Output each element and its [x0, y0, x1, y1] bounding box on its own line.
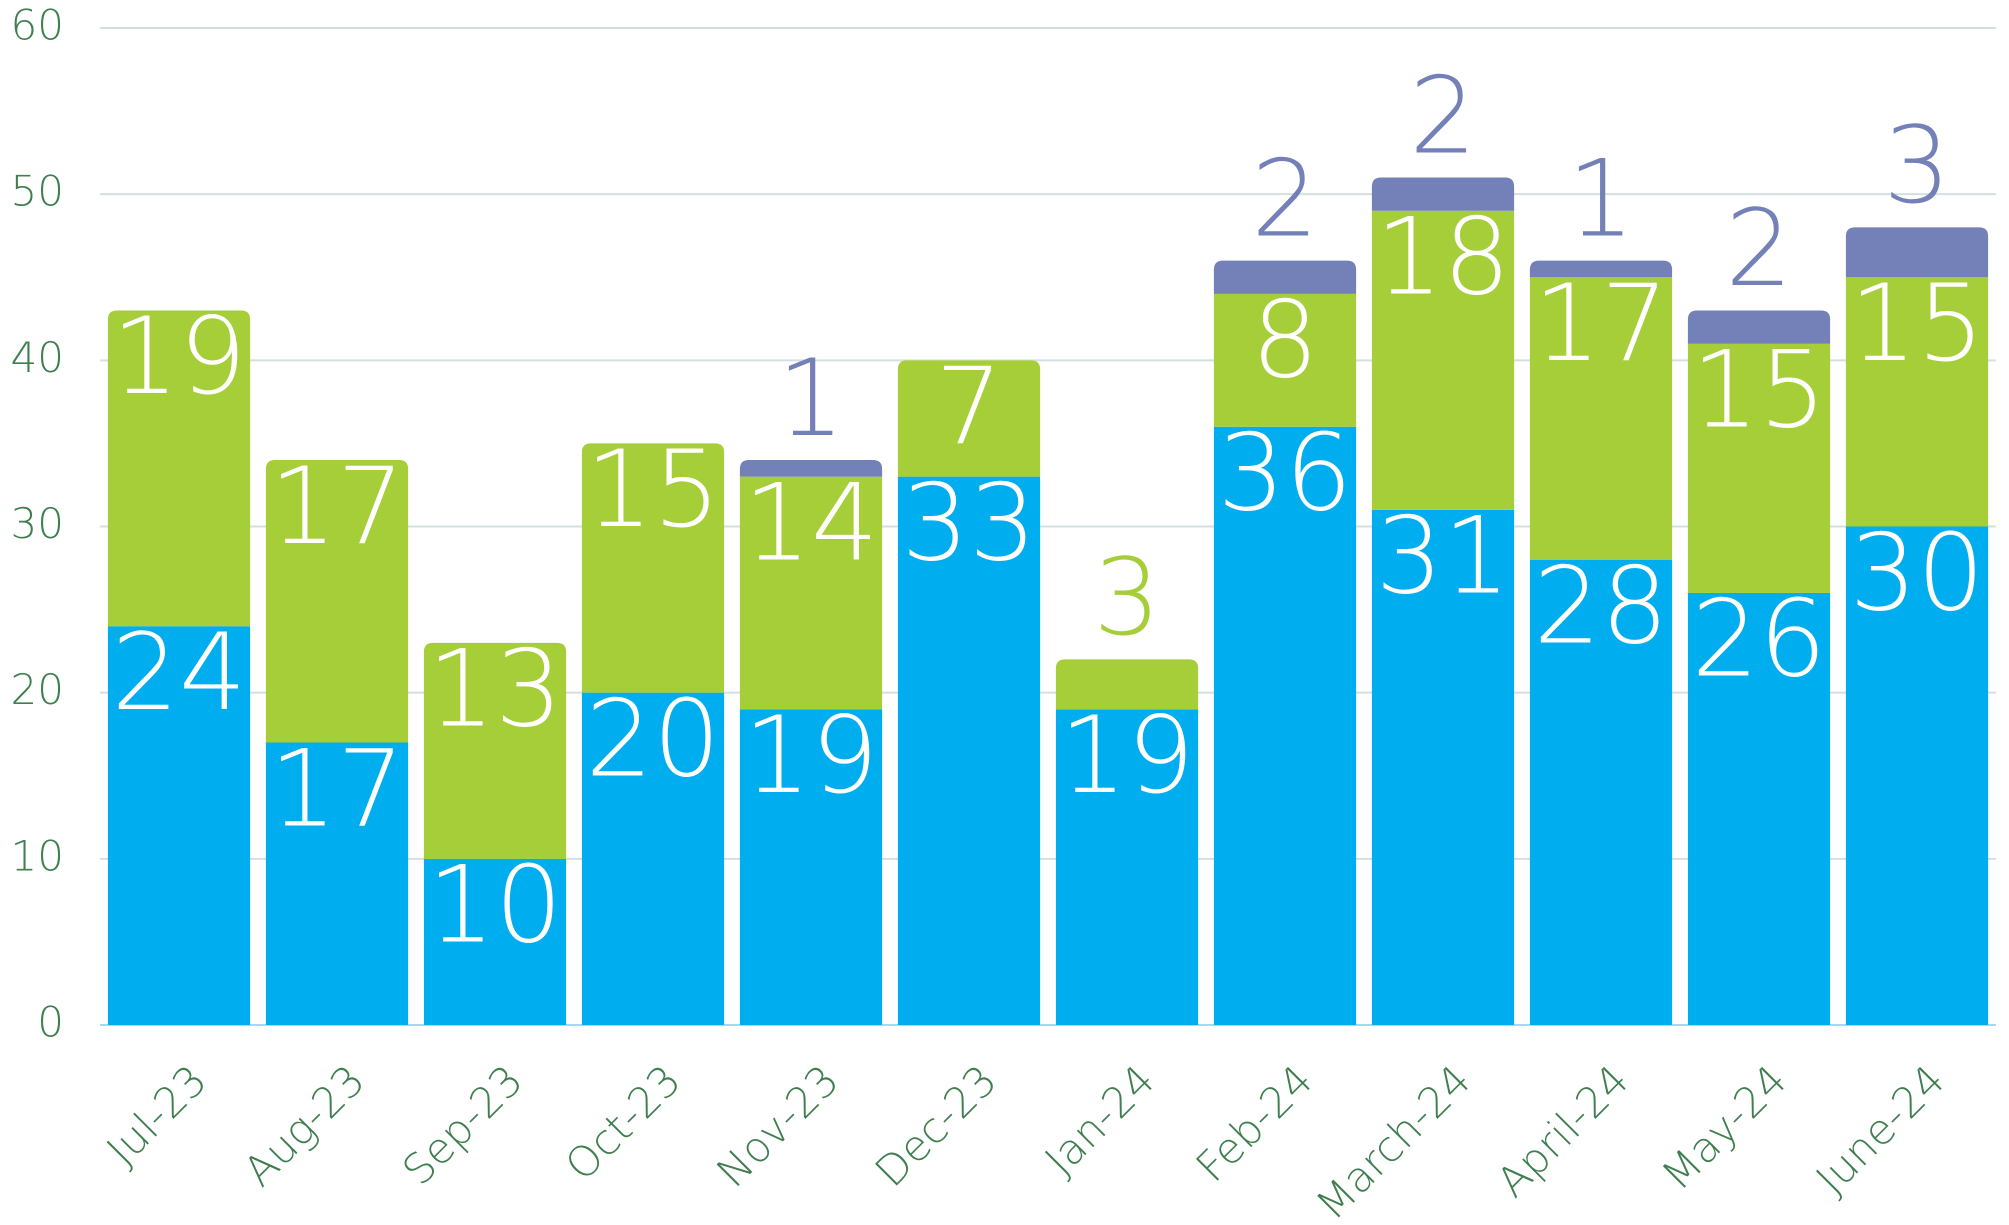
y-tick-label: 40 [11, 333, 64, 382]
bar-segment [1845, 227, 1989, 278]
bar-segment [1371, 509, 1515, 1026]
bar-segment [739, 709, 883, 1025]
bar-segment [423, 642, 567, 859]
data-label: 17 [270, 445, 405, 568]
x-tick-label: June-24 [1806, 1056, 1954, 1204]
x-tick-label: April-24 [1487, 1056, 1638, 1207]
data-label: 28 [1534, 544, 1669, 667]
bar-segment [739, 460, 883, 477]
bar-segment [1055, 709, 1199, 1025]
data-label: 17 [270, 727, 405, 850]
bar-segment [107, 310, 251, 627]
bar-segment [1371, 177, 1515, 211]
y-tick-label: 50 [11, 167, 64, 216]
data-label: 3 [1093, 536, 1160, 659]
data-label: 1 [777, 337, 844, 460]
data-label: 15 [586, 428, 721, 551]
bar-segment [1529, 277, 1673, 560]
data-label: 2 [1251, 137, 1318, 260]
data-label: 2 [1725, 187, 1792, 310]
data-label: 36 [1218, 412, 1353, 535]
data-label: 17 [1534, 262, 1669, 385]
bar-segment [1687, 343, 1831, 593]
bar-segment [1529, 260, 1673, 278]
bar-segment [1529, 559, 1673, 1025]
y-tick-label: 30 [11, 499, 64, 548]
x-tick-label: May-24 [1652, 1056, 1796, 1200]
x-tick-label: Aug-23 [234, 1056, 374, 1196]
bar-segment [1845, 526, 1989, 1025]
y-tick-label: 20 [11, 665, 64, 714]
data-label: 24 [112, 611, 247, 734]
data-label: 2 [1409, 54, 1476, 177]
bar-segment [1055, 659, 1199, 710]
y-tick-label: 10 [11, 831, 64, 880]
x-tick-label: Dec-23 [866, 1056, 1007, 1197]
data-label: 31 [1376, 495, 1511, 618]
x-tick-label: Nov-23 [707, 1056, 848, 1197]
data-label: 3 [1883, 104, 1950, 227]
x-tick-label: Jul-23 [97, 1056, 216, 1175]
bar-segment [897, 476, 1041, 1025]
data-label: 18 [1376, 196, 1511, 319]
bar-segment [581, 443, 725, 693]
x-tick-label: Feb-24 [1186, 1056, 1322, 1192]
data-label: 10 [428, 844, 563, 967]
bar-segment [1213, 293, 1357, 427]
bar-segment [1687, 310, 1831, 344]
data-label: 26 [1692, 578, 1827, 701]
bar-segment [1687, 592, 1831, 1025]
data-label: 15 [1850, 262, 1985, 385]
data-label: 33 [902, 461, 1037, 584]
data-label: 19 [1060, 694, 1195, 817]
bar-segment [897, 360, 1041, 477]
x-tick-label: Oct-23 [556, 1056, 691, 1191]
data-label: 30 [1850, 511, 1985, 634]
bar-segment [739, 476, 883, 710]
y-tick-label: 0 [37, 998, 64, 1047]
bar-segment [265, 742, 409, 1025]
bar-segment [1213, 260, 1357, 294]
bar-segment [1371, 210, 1515, 510]
x-tick-label: Jan-24 [1035, 1056, 1164, 1185]
bar-segment [1213, 426, 1357, 1025]
bar-segment [581, 692, 725, 1025]
bar-segment [265, 460, 409, 743]
y-tick-label: 60 [11, 1, 64, 50]
data-label: 7 [935, 345, 1002, 468]
bar-segment [423, 858, 567, 1025]
bar-segment [1845, 277, 1989, 527]
x-tick-label: March-24 [1307, 1056, 1481, 1225]
data-label: 20 [586, 677, 721, 800]
x-tick-label: Sep-23 [393, 1056, 532, 1195]
data-label: 15 [1692, 328, 1827, 451]
data-label: 19 [112, 295, 247, 418]
data-label: 14 [744, 461, 879, 584]
data-label: 1 [1567, 137, 1634, 260]
data-label: 19 [744, 694, 879, 817]
bar-segment [107, 626, 251, 1025]
data-label: 8 [1251, 279, 1318, 402]
data-label: 13 [428, 628, 563, 751]
